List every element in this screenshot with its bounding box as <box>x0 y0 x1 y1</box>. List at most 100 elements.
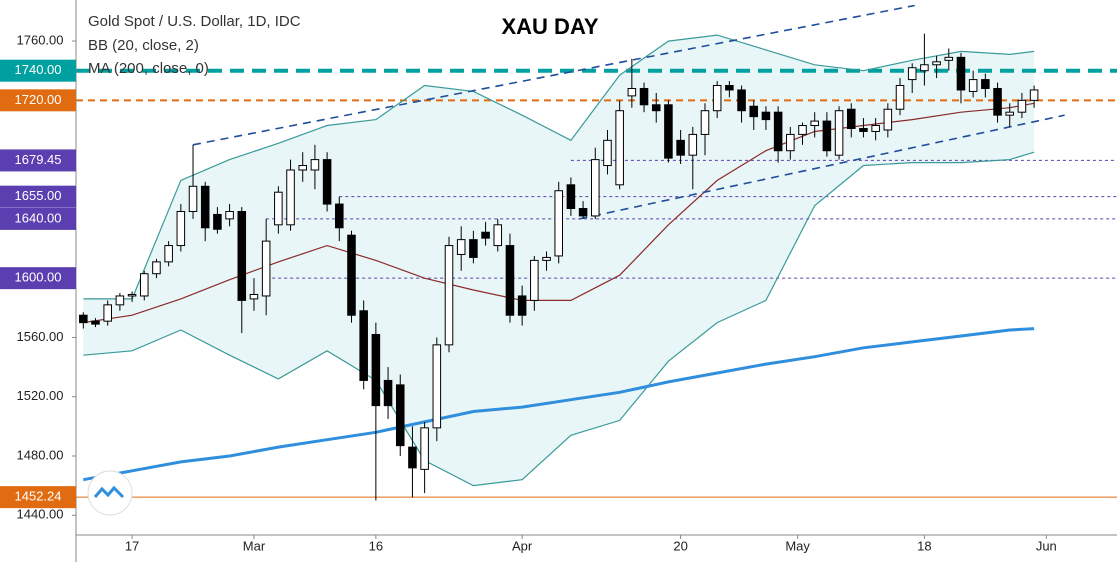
candle-body <box>274 191 283 226</box>
bb-lower <box>83 151 1035 487</box>
y-tick-label: 1480.00 <box>17 447 64 462</box>
level-label: 1720.00 <box>15 92 62 107</box>
candle-body <box>603 139 612 167</box>
candle-body <box>127 293 137 297</box>
candle-body <box>956 56 966 91</box>
x-tick-label: Jun <box>1036 538 1057 553</box>
candle-body <box>822 120 832 152</box>
candle-body <box>200 185 210 229</box>
candle-body <box>371 333 381 407</box>
candle-body <box>676 139 685 156</box>
candle-body <box>932 61 941 66</box>
x-tick-label: 20 <box>673 538 687 553</box>
candle-body <box>249 293 259 300</box>
y-tick-label: 1520.00 <box>17 388 64 403</box>
x-tick-label: Apr <box>512 538 533 553</box>
candle-body <box>115 295 125 306</box>
candle-body <box>298 165 308 171</box>
level-label-box <box>0 486 76 509</box>
candle-body <box>432 344 442 429</box>
candle-body <box>542 256 551 261</box>
y-tick-label: 1760.00 <box>17 32 64 47</box>
indicator-label: MA (200, close, 0) <box>88 60 209 77</box>
trendline <box>192 4 915 146</box>
candle-body <box>322 159 332 205</box>
candle-body <box>456 239 466 255</box>
candle-body <box>1005 111 1015 116</box>
candle-body <box>749 105 759 118</box>
candle-body <box>505 245 515 316</box>
candle-body <box>261 240 271 297</box>
candle-body <box>139 273 149 297</box>
level-label: 1655.00 <box>15 188 62 203</box>
candle-body <box>627 87 637 97</box>
candle-body <box>493 224 503 247</box>
candle-body <box>517 295 527 316</box>
candle-body <box>591 159 600 217</box>
candle-body <box>786 133 795 152</box>
candle-body <box>530 259 539 301</box>
x-tick-label: May <box>785 538 810 553</box>
candle-body <box>651 104 661 112</box>
candle-body <box>420 427 429 470</box>
candle-body <box>846 108 856 129</box>
candle-body <box>237 210 247 301</box>
candle-body <box>1029 89 1039 101</box>
candle-body <box>79 314 88 324</box>
candle-body <box>664 104 673 159</box>
y-tick-label: 1440.00 <box>17 507 64 522</box>
candle-body <box>176 210 186 247</box>
candle-body <box>481 231 490 239</box>
candle-body <box>347 234 356 316</box>
candle-body <box>164 245 173 263</box>
ma-line <box>83 327 1035 482</box>
candle-body <box>895 85 905 110</box>
candle-body <box>712 85 722 112</box>
candle-body <box>383 379 393 407</box>
y-tick-label: 1560.00 <box>17 329 64 344</box>
header: Gold Spot / U.S. Dollar, 1D, IDC <box>88 13 301 30</box>
candle-body <box>395 384 405 447</box>
level-label: 1679.45 <box>15 152 62 167</box>
candle-body <box>993 87 1002 116</box>
candle-body <box>907 67 917 81</box>
bb-upper <box>83 34 1035 300</box>
level-label-box <box>0 185 76 208</box>
candle-body <box>639 87 649 106</box>
x-tick-label: Mar <box>243 538 266 553</box>
x-tick-label: 17 <box>125 538 139 553</box>
candle-body <box>213 213 222 230</box>
level-label: 1740.00 <box>15 62 62 77</box>
candle-body <box>920 64 929 72</box>
x-tick-label: 16 <box>369 538 383 553</box>
logo <box>87 470 133 516</box>
candle-body <box>859 127 868 132</box>
candle-body <box>444 245 454 346</box>
level-label-box <box>0 89 76 112</box>
candle-body <box>469 239 478 258</box>
candle-body <box>725 85 734 91</box>
level-label-box <box>0 207 76 230</box>
plot-area <box>76 4 1117 501</box>
candle-body <box>286 169 295 226</box>
candle-body <box>152 261 161 275</box>
candle-body <box>700 110 710 135</box>
candle-body <box>688 133 698 156</box>
candle-body <box>871 125 880 132</box>
candle-body <box>761 111 771 121</box>
candle-body <box>408 446 417 469</box>
candle-body <box>737 89 746 112</box>
candle-body <box>554 190 563 257</box>
level-label-box <box>0 149 76 172</box>
level-label-box <box>0 267 76 290</box>
candle-body <box>798 125 807 135</box>
candle-body <box>615 110 624 186</box>
candle-body <box>944 56 954 61</box>
indicator-label: BB (20, close, 2) <box>88 37 199 54</box>
candle-body <box>810 120 819 127</box>
candle-body <box>103 304 112 322</box>
candle-body <box>188 185 198 212</box>
candle-body <box>566 184 576 210</box>
candle-body <box>359 310 368 381</box>
